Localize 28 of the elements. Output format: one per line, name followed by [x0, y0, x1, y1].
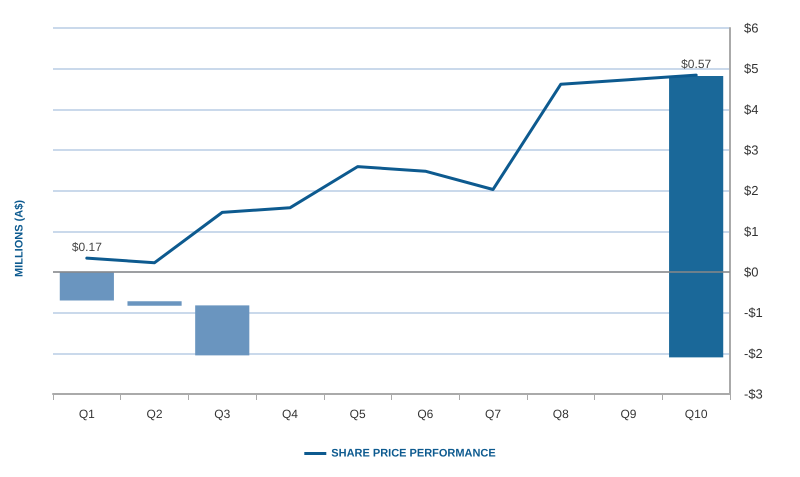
- y-tick-label: $5: [744, 61, 758, 76]
- legend-label: SHARE PRICE PERFORMANCE: [331, 448, 496, 460]
- y-tick-label: $6: [744, 20, 758, 36]
- x-tick-label: Q9: [620, 407, 637, 421]
- y-tick-label: $4: [744, 102, 758, 117]
- x-tick-label: Q10: [684, 407, 708, 421]
- bar: [669, 76, 724, 358]
- y-tick-label: -$2: [744, 346, 763, 361]
- bar: [127, 301, 182, 306]
- x-tick-label: Q3: [214, 407, 231, 421]
- x-tick-label: Q8: [552, 407, 570, 421]
- y-tick-label: $1: [744, 224, 758, 239]
- y-tick-label: $3: [744, 142, 758, 158]
- x-tick-label: Q4: [282, 407, 298, 421]
- x-tick-label: Q6: [417, 407, 434, 421]
- x-tick-label: Q1: [78, 407, 96, 421]
- bar: [60, 272, 114, 300]
- x-tick-label: Q5: [350, 407, 366, 421]
- y-tick-label: -$1: [744, 305, 763, 320]
- x-tick-label: Q2: [146, 407, 163, 421]
- y-tick-label: $0: [744, 264, 758, 280]
- bar: [195, 305, 250, 356]
- data-label: $0.57: [681, 57, 712, 72]
- y-axis-title: MILLIONS (A$): [14, 200, 26, 277]
- y-tick-label: -$3: [744, 386, 763, 402]
- data-label: $0.17: [72, 240, 102, 254]
- y-tick-label: $2: [744, 183, 758, 198]
- x-tick-label: Q7: [485, 407, 502, 421]
